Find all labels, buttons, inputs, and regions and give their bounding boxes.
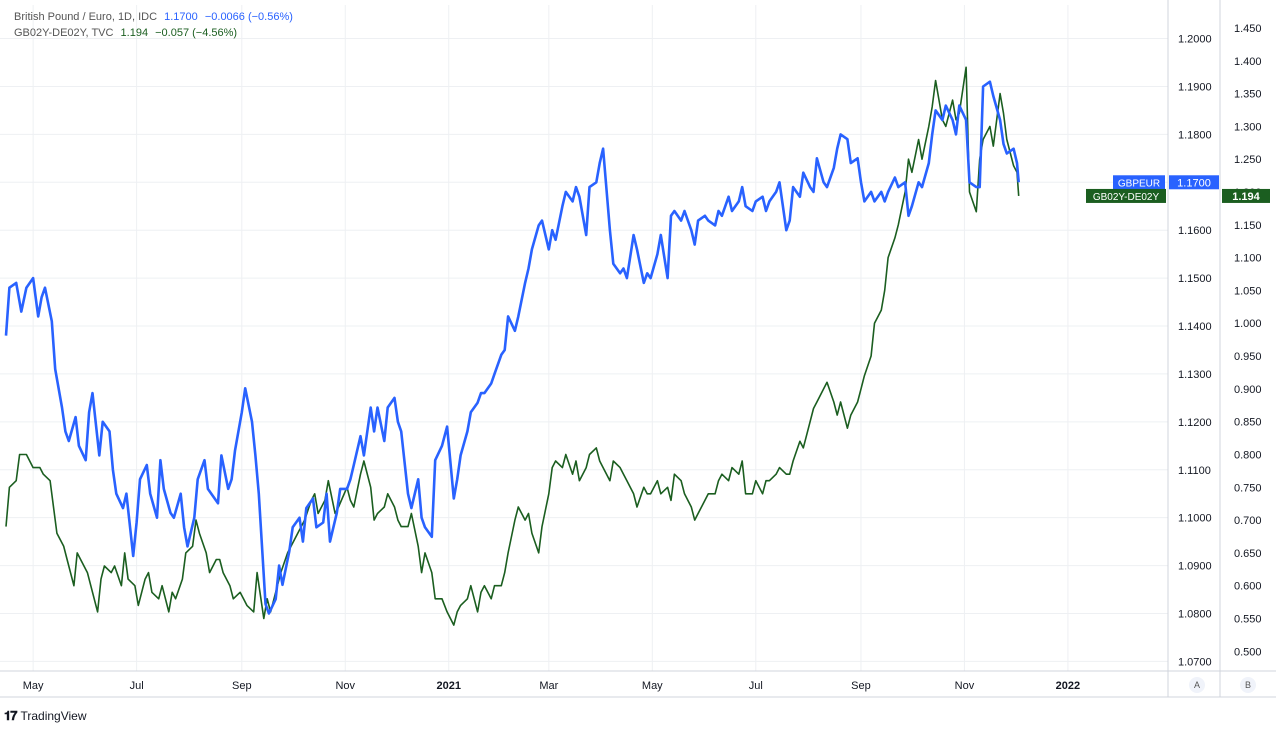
b-scale-button[interactable]: B [1240, 677, 1256, 693]
y-left-tick-label: 1.1100 [1178, 465, 1211, 477]
spread-name-tag [1086, 188, 1166, 203]
series-line-gbpeur [4, 80, 1020, 615]
series-line-gb02y-de02y [5, 66, 1020, 626]
y-right-tick-label: 0.800 [1234, 449, 1262, 461]
spread-price-tag-text: 1.194 [1232, 191, 1260, 203]
gbpeur-name-tag-text: GBPEUR [1118, 178, 1160, 189]
x-tick-label: Sep [232, 680, 252, 692]
gbpeur-price-tag [1169, 175, 1219, 190]
y-left-tick-label: 1.0800 [1178, 609, 1212, 621]
legend-gbpeur-name: British Pound / Euro, 1D, IDC [14, 11, 158, 23]
y-right-tick-label: 1.450 [1234, 23, 1262, 35]
spread-price-tag [1222, 188, 1270, 203]
y-right-tick-label: 0.650 [1234, 548, 1262, 560]
x-tick-label: May [642, 680, 663, 692]
legend-spread-change: −0.057 (−4.56%) [155, 27, 238, 39]
y-left-tick-label: 1.1300 [1178, 369, 1212, 381]
spread-name-tag-text: GB02Y-DE02Y [1093, 192, 1160, 203]
x-tick-label: Jul [130, 680, 144, 692]
legend-gbpeur-value: 1.1700 [164, 11, 198, 23]
y-right-tick-label: 0.850 [1234, 417, 1262, 429]
y-right-tick-label: 1.100 [1234, 253, 1262, 265]
y-right-tick-label: 1.400 [1234, 56, 1262, 68]
y-left-tick-label: 1.2000 [1178, 34, 1212, 46]
gbpeur-price-tag-text: 1.1700 [1177, 177, 1211, 189]
y-left-tick-label: 1.0700 [1178, 656, 1212, 668]
legend-spread-value: 1.194 [120, 27, 149, 39]
y-right-tick-label: 1.350 [1234, 89, 1262, 101]
x-tick-label: Jul [749, 680, 763, 692]
y-left-tick-label: 1.1400 [1178, 321, 1212, 333]
y-left-tick-label: 1.0900 [1178, 561, 1212, 573]
tradingview-logo-icon[interactable]: 𝟏𝟕 [4, 708, 18, 723]
y-left-tick-label: 1.1200 [1178, 417, 1212, 429]
y-right-tick-label: 1.000 [1234, 318, 1262, 330]
x-tick-label: Mar [539, 680, 558, 692]
legend-spread-name: GB02Y-DE02Y, TVC [14, 27, 114, 39]
y-right-tick-label: 0.500 [1234, 646, 1262, 658]
footer: 𝟏𝟕 TradingView [4, 708, 87, 724]
x-tick-label: Sep [851, 680, 871, 692]
y-left-tick-label: 1.1800 [1178, 129, 1212, 141]
auto-scale-button[interactable]: A [1189, 677, 1205, 693]
y-right-tick-label: 1.150 [1234, 220, 1262, 232]
y-left-tick-label: 1.1000 [1178, 513, 1212, 525]
x-tick-label: 2021 [437, 680, 461, 692]
y-right-tick-label: 1.300 [1234, 121, 1262, 133]
y-right-tick-label: 0.700 [1234, 515, 1262, 527]
legend-spread: GB02Y-DE02Y, TVC 1.194 −0.057 (−4.56%) [14, 26, 241, 40]
legend-gbpeur-change: −0.0066 (−0.56%) [204, 11, 293, 23]
gbpeur-name-tag [1113, 175, 1165, 190]
x-tick-label: May [23, 680, 44, 692]
tradingview-brand[interactable]: TradingView [20, 709, 87, 723]
y-right-tick-label: 0.950 [1234, 351, 1262, 363]
x-tick-label: Nov [335, 680, 355, 692]
y-right-tick-label: 0.750 [1234, 482, 1262, 494]
y-right-tick-label: 1.050 [1234, 285, 1262, 297]
legend-gbpeur: British Pound / Euro, 1D, IDC 1.1700 −0.… [14, 10, 297, 24]
y-left-tick-label: 1.1500 [1178, 273, 1212, 285]
y-right-tick-label: 0.900 [1234, 384, 1262, 396]
y-right-tick-label: 1.250 [1234, 154, 1262, 166]
y-right-tick-label: 0.550 [1234, 614, 1262, 626]
y-left-tick-label: 1.1600 [1178, 225, 1212, 237]
x-tick-label: 2022 [1056, 680, 1080, 692]
x-tick-label: Nov [955, 680, 975, 692]
y-right-tick-label: 0.600 [1234, 581, 1262, 593]
y-left-tick-label: 1.1900 [1178, 81, 1212, 93]
